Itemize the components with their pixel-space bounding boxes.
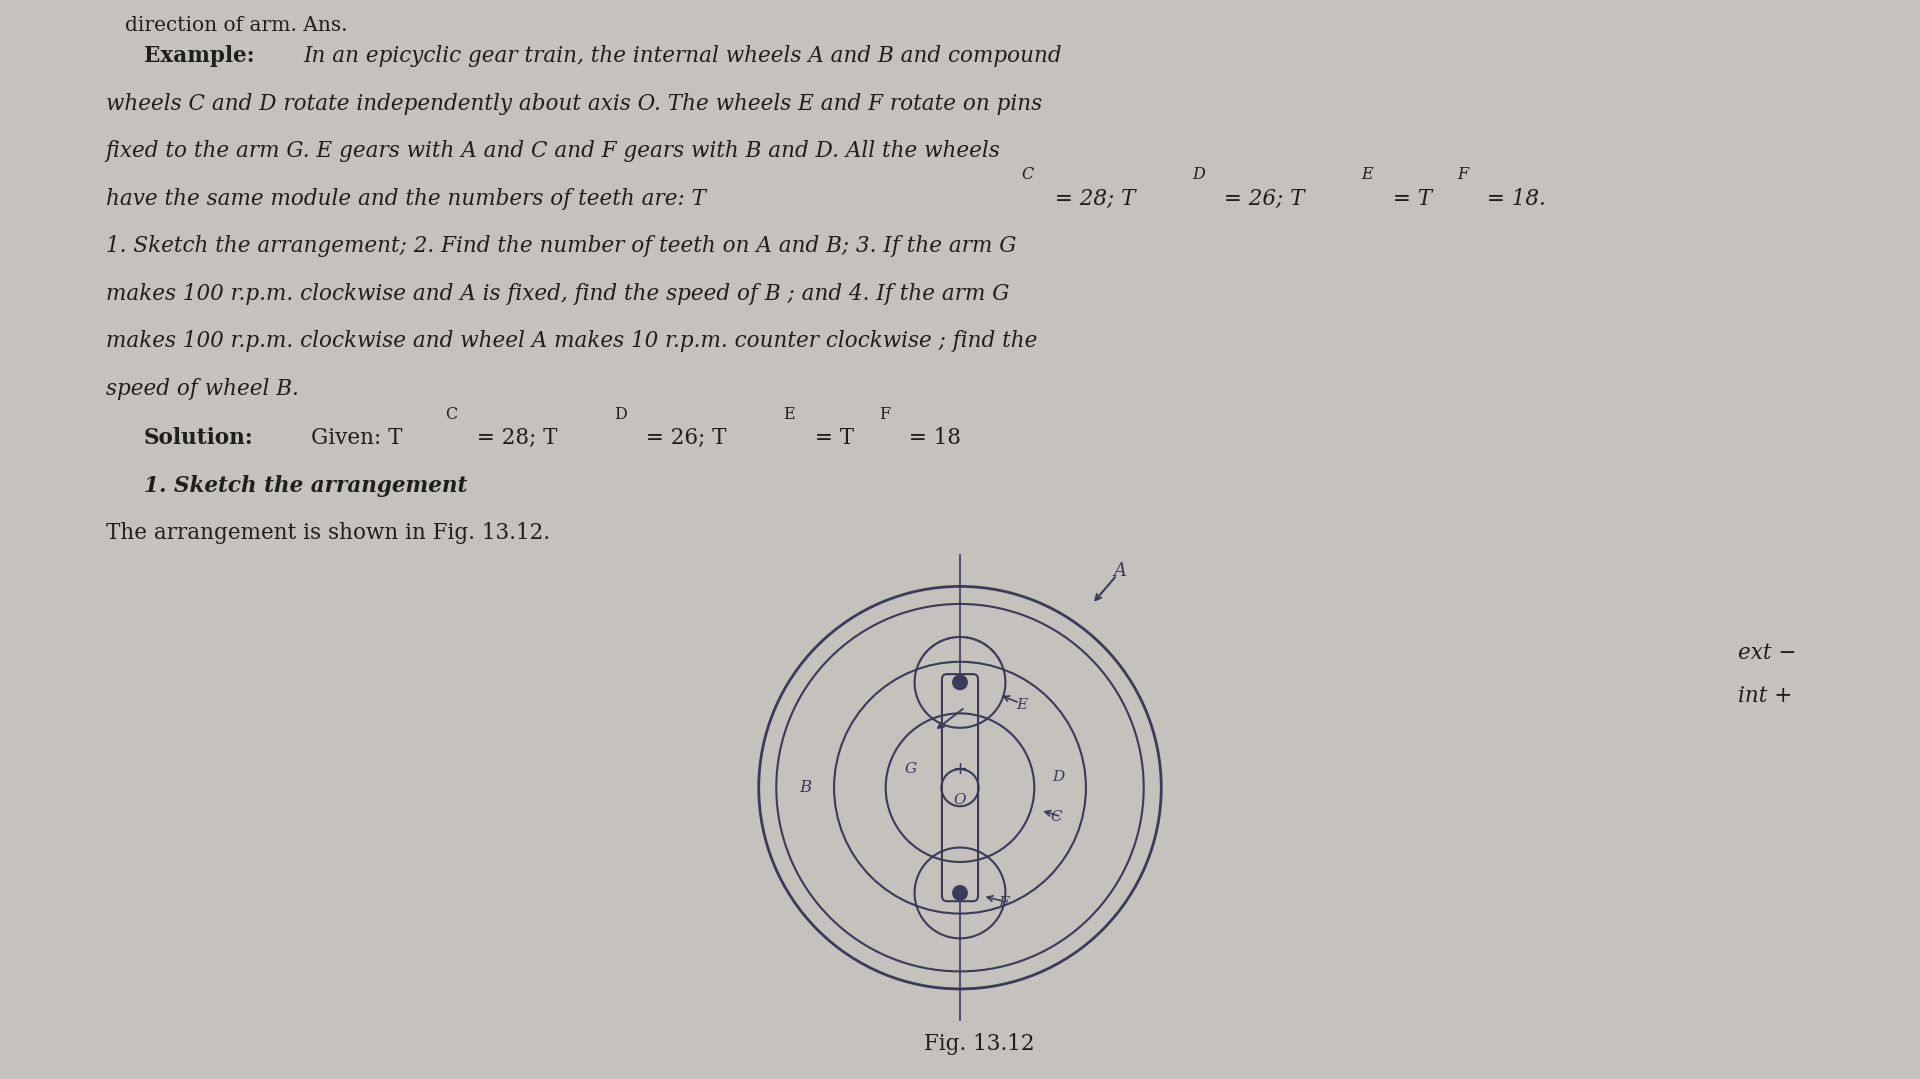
Text: int +: int + (1738, 685, 1791, 707)
Text: C: C (1050, 809, 1062, 823)
Text: = 28; T: = 28; T (1048, 188, 1137, 209)
Text: speed of wheel B.: speed of wheel B. (106, 378, 298, 399)
Text: Solution:: Solution: (144, 427, 253, 449)
Text: have the same module and the numbers of teeth are: T: have the same module and the numbers of … (106, 188, 707, 209)
Text: C: C (1021, 166, 1033, 183)
Text: E: E (1361, 166, 1373, 183)
Text: The arrangement is shown in Fig. 13.12.: The arrangement is shown in Fig. 13.12. (106, 522, 549, 544)
Text: A: A (1114, 562, 1127, 579)
Text: F: F (879, 406, 891, 423)
Text: Fig. 13.12: Fig. 13.12 (924, 1034, 1035, 1055)
Text: F: F (998, 897, 1008, 911)
Text: D: D (1192, 166, 1206, 183)
Text: = 18.: = 18. (1480, 188, 1546, 209)
Text: O: O (954, 793, 966, 807)
Text: F: F (1457, 166, 1469, 183)
Text: makes 100 r.p.m. clockwise and wheel A makes 10 r.p.m. counter clockwise ; find : makes 100 r.p.m. clockwise and wheel A m… (106, 330, 1037, 352)
Text: Given: T: Given: T (311, 427, 403, 449)
Text: G: G (904, 762, 916, 776)
Text: = 18: = 18 (902, 427, 962, 449)
Text: C: C (445, 406, 457, 423)
Text: E: E (1016, 698, 1027, 712)
Text: 1. Sketch the arrangement; 2. Find the number of teeth on A and B; 3. If the arm: 1. Sketch the arrangement; 2. Find the n… (106, 235, 1016, 257)
Text: In an epicyclic gear train, the internal wheels A and B and compound: In an epicyclic gear train, the internal… (303, 45, 1062, 67)
Text: +: + (952, 760, 968, 778)
FancyBboxPatch shape (943, 674, 977, 901)
Text: fixed to the arm G. E gears with A and C and F gears with B and D. All the wheel: fixed to the arm G. E gears with A and C… (106, 140, 1000, 162)
Text: = T: = T (808, 427, 854, 449)
Text: wheels C and D rotate independently about axis O. The wheels E and F rotate on p: wheels C and D rotate independently abou… (106, 93, 1043, 114)
Text: B: B (799, 779, 812, 796)
Text: D: D (614, 406, 628, 423)
Text: E: E (783, 406, 795, 423)
Text: D: D (1052, 770, 1064, 784)
Text: makes 100 r.p.m. clockwise and A is fixed, find the speed of B ; and 4. If the a: makes 100 r.p.m. clockwise and A is fixe… (106, 283, 1010, 304)
Text: Example:: Example: (144, 45, 255, 67)
Text: ext −: ext − (1738, 642, 1795, 664)
Text: direction of arm. Ans.: direction of arm. Ans. (125, 16, 348, 36)
Text: 1. Sketch the arrangement: 1. Sketch the arrangement (144, 475, 467, 496)
Circle shape (952, 675, 968, 689)
Text: = 28; T: = 28; T (470, 427, 559, 449)
Text: = 26; T: = 26; T (1217, 188, 1306, 209)
Circle shape (952, 886, 968, 900)
Text: = T: = T (1386, 188, 1432, 209)
Text: = 26; T: = 26; T (639, 427, 728, 449)
